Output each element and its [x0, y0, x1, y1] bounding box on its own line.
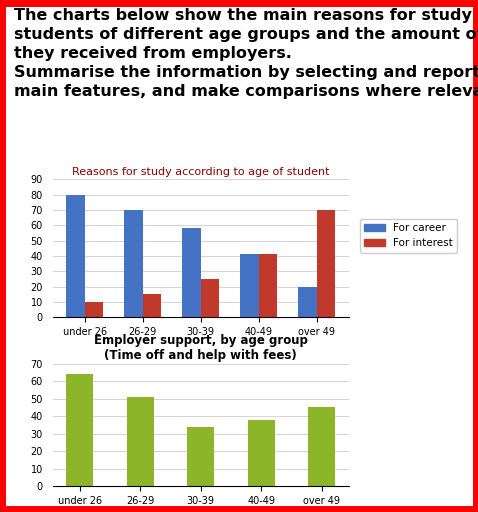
- Bar: [85, 302, 103, 317]
- Bar: [182, 228, 201, 317]
- Title: Reasons for study according to age of student: Reasons for study according to age of st…: [72, 167, 329, 177]
- Bar: [66, 374, 93, 486]
- Text: The charts below show the main reasons for study among
students of different age: The charts below show the main reasons f…: [14, 8, 478, 99]
- Bar: [127, 397, 154, 486]
- Bar: [308, 408, 336, 486]
- Title: Employer support, by age group
(Time off and help with fees): Employer support, by age group (Time off…: [94, 334, 308, 362]
- Bar: [298, 287, 317, 317]
- Bar: [66, 195, 85, 317]
- Bar: [124, 210, 143, 317]
- Bar: [240, 254, 259, 317]
- Bar: [259, 254, 277, 317]
- Bar: [317, 210, 336, 317]
- Legend: For career, For interest: For career, For interest: [360, 219, 457, 252]
- Bar: [187, 426, 214, 486]
- Bar: [143, 294, 161, 317]
- Bar: [201, 279, 219, 317]
- Bar: [248, 420, 275, 486]
